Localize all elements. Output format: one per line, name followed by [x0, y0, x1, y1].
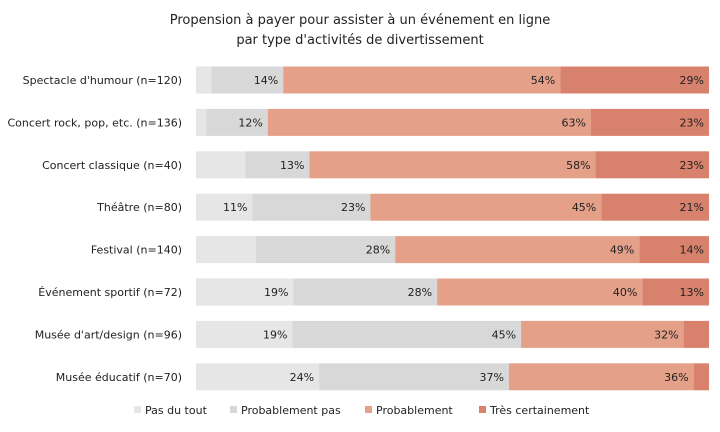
category-label: Théâtre (n=80) [96, 201, 182, 214]
bar-segment [595, 151, 709, 179]
bars-group: Spectacle d'humour (n=120) 14% 54% 29% Conce… [7, 66, 709, 391]
data-label: 23% [680, 116, 704, 129]
data-label: 45% [572, 201, 596, 214]
bar-segment [601, 193, 709, 221]
bar-segment [395, 236, 640, 264]
bar-segment [283, 66, 561, 94]
category-label: Spectacle d'humour (n=120) [23, 74, 182, 87]
legend: Pas du tout Probablement pas Probablement T… [134, 404, 590, 417]
legend-label: Probablement pas [241, 404, 341, 417]
data-label: 14% [254, 74, 278, 87]
bar-segment [508, 363, 694, 391]
bar-segment [255, 236, 396, 264]
bar-segment [560, 66, 709, 94]
data-label: 23% [341, 201, 365, 214]
bar-segment [309, 151, 596, 179]
data-label: 13% [680, 286, 704, 299]
bar-segment [521, 320, 684, 348]
bar-segment [206, 108, 268, 136]
bar-segment [437, 278, 643, 306]
data-label: 23% [680, 159, 704, 172]
legend-swatch [134, 406, 141, 413]
legend-label: Très certainement [489, 404, 590, 417]
legend-swatch [365, 406, 372, 413]
data-label: 21% [680, 201, 704, 214]
bar-segment [245, 151, 310, 179]
data-label: 36% [664, 371, 688, 384]
data-label: 49% [610, 244, 634, 257]
bar-segment [211, 66, 284, 94]
data-label: 45% [492, 328, 516, 341]
data-label: 40% [613, 286, 637, 299]
bar-segment [370, 193, 602, 221]
bar-segment [196, 108, 207, 136]
category-label: Concert classique (n=40) [42, 159, 182, 172]
data-label: 54% [531, 74, 555, 87]
bar-segment [683, 320, 709, 348]
bar-segment [196, 236, 256, 264]
bar-segment [196, 278, 294, 306]
data-label: 28% [408, 286, 432, 299]
data-label: 13% [280, 159, 304, 172]
bar-segment [292, 320, 522, 348]
bar-segment [642, 278, 709, 306]
bar-segment [196, 151, 246, 179]
bar-segment [196, 363, 320, 391]
bar-segment [293, 278, 438, 306]
bar-segment [591, 108, 709, 136]
data-label: 12% [238, 116, 262, 129]
bar-segment [319, 363, 509, 391]
data-label: 32% [654, 328, 678, 341]
legend-label: Probablement [376, 404, 453, 417]
data-label: 58% [566, 159, 590, 172]
bar-segment [639, 236, 709, 264]
category-label: Musée d'art/design (n=96) [35, 328, 182, 341]
bar-segment [252, 193, 371, 221]
category-label: Musée éducatif (n=70) [56, 371, 182, 384]
category-label: Festival (n=140) [91, 244, 182, 257]
chart-title: Propension à payer pour assister à un év… [170, 13, 551, 28]
data-label: 37% [479, 371, 503, 384]
data-label: 28% [366, 244, 390, 257]
bar-segment [693, 363, 709, 391]
category-label: Événement sportif (n=72) [38, 286, 182, 299]
bar-segment [196, 66, 212, 94]
legend-label: Pas du tout [145, 404, 208, 417]
legend-swatch [479, 406, 486, 413]
data-label: 19% [264, 286, 288, 299]
data-label: 29% [680, 74, 704, 87]
data-label: 14% [680, 244, 704, 257]
category-label: Concert rock, pop, etc. (n=136) [7, 116, 182, 129]
data-label: 24% [290, 371, 314, 384]
bar-segment [196, 193, 253, 221]
data-label: 63% [562, 116, 586, 129]
chart-subtitle: par type d'activités de divertissement [236, 33, 483, 48]
bar-segment [196, 320, 293, 348]
data-label: 11% [223, 201, 247, 214]
data-label: 19% [263, 328, 287, 341]
legend-swatch [230, 406, 237, 413]
bar-segment [267, 108, 592, 136]
